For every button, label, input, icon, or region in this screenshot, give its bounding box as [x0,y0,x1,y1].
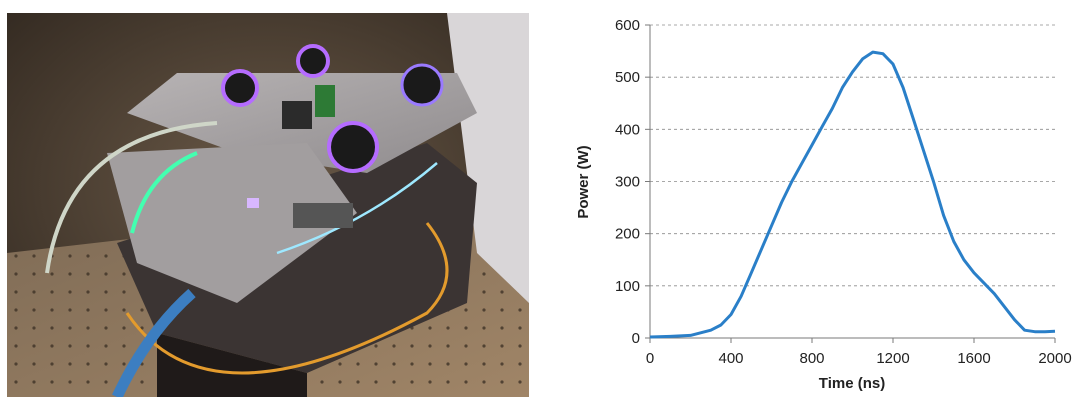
y-tick-label: 100 [615,278,640,295]
y-tick-label: 300 [615,174,640,191]
y-tick-label: 200 [615,226,640,243]
x-tick-label: 400 [718,350,743,367]
x-tick-label: 1200 [876,350,909,367]
ticks: 0 100 200 300 400 500 600 0 400 800 1200 1600 2000 [615,17,1072,367]
x-tick-label: 0 [646,350,654,367]
power-time-chart: 0 100 200 300 400 500 600 0 400 800 1200 1600 2000 T… [540,0,1080,397]
x-axis-title: Time (ns) [819,375,885,392]
gridlines [650,24,1055,287]
x-tick-label: 2000 [1038,350,1071,367]
y-tick-label: 400 [615,121,640,138]
laser-amplifier-photo [7,13,529,400]
chart-svg: 0 100 200 300 400 500 600 0 400 800 1200 1600 2000 T… [575,17,1072,392]
y-tick-label: 0 [632,330,640,347]
y-axis-title: Power (W) [575,145,592,218]
power-series-line [649,50,1056,339]
x-tick-label: 1600 [957,350,990,367]
x-tick-label: 800 [799,350,824,367]
photo-drawing [7,13,529,400]
y-tick-label: 600 [615,17,640,34]
y-tick-label: 500 [615,69,640,86]
